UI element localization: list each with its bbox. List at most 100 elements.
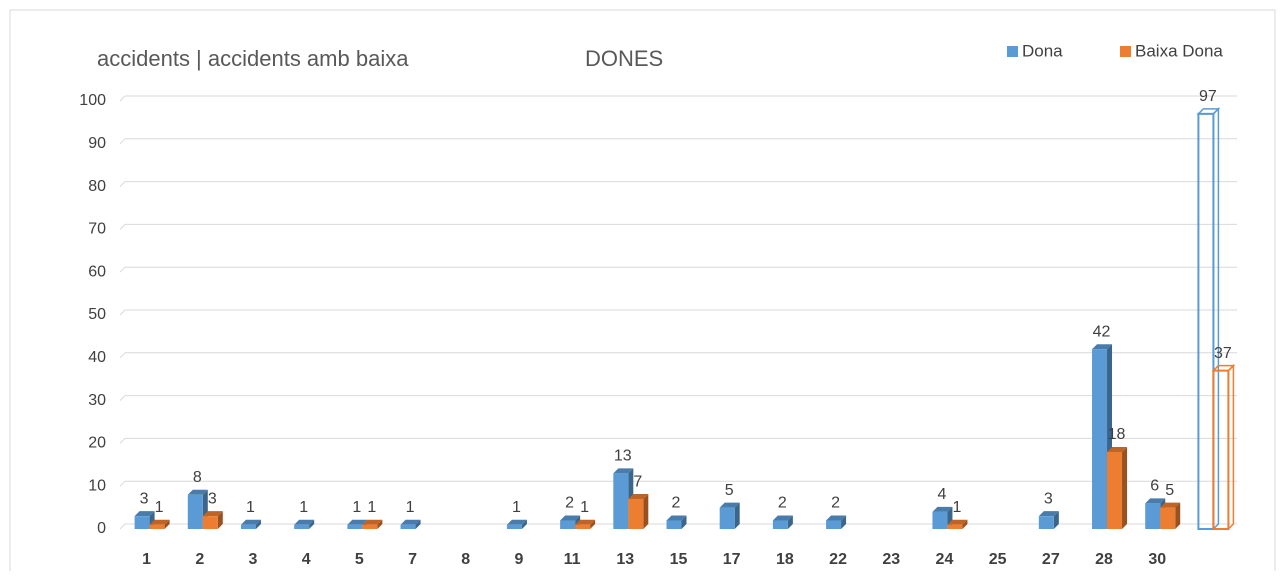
bar-top [772,515,793,521]
data-label: 3 [1044,490,1053,507]
bar-top [560,515,581,521]
bar [149,524,165,529]
bar-side [415,519,421,529]
bar [719,507,735,529]
bar-top [932,506,953,512]
data-label: 97 [1199,88,1217,105]
bar-side [1053,511,1059,529]
x-tick-label: 13 [616,551,634,568]
x-tick-label: 28 [1095,551,1113,568]
bar-side [841,515,847,529]
bar-top [575,519,596,525]
bar [240,524,256,529]
bar-top [202,511,223,517]
bar [400,524,416,529]
bar-side [1227,363,1235,531]
data-label: 1 [512,499,521,516]
bar-side [1175,502,1181,529]
bar-side [787,515,793,529]
bar [362,524,378,529]
bar [1107,451,1123,529]
bar-side [962,519,968,529]
data-label: 5 [725,482,734,499]
data-label: 1 [406,499,415,516]
data-label: 8 [193,469,202,486]
bar [628,499,644,529]
chart-frame [9,9,1276,576]
bar [134,516,150,529]
y-tick-label: 0 [97,520,106,537]
bar-top [613,468,634,474]
grid-line [119,523,126,530]
y-tick-label: 10 [88,477,106,494]
data-label: 1 [246,499,255,516]
grid-line [119,395,126,401]
bar-top [187,489,208,495]
bar-side [643,494,649,529]
y-tick-label: 100 [79,92,106,109]
x-tick-label: 11 [564,551,581,568]
y-tick-label: 60 [88,263,106,280]
bar-side [1122,446,1128,529]
bar [1145,503,1161,529]
bar [294,524,310,529]
data-label: 4 [937,486,946,503]
x-tick-label: 4 [302,551,311,568]
bar [772,520,788,529]
y-tick-label: 30 [88,392,106,409]
y-tick-label: 20 [88,435,106,452]
bar-side [164,519,170,529]
bar-top [134,511,155,517]
chart-title: accidents | accidents amb baixa [97,46,409,71]
y-tick-label: 40 [88,349,106,366]
bar-side [309,519,315,529]
bar-top [719,502,740,508]
legend-swatch [1007,46,1018,57]
data-label: 2 [831,495,840,512]
bar-top [628,494,649,500]
bar [1160,507,1176,529]
bar-top [347,519,368,525]
x-tick-label: 3 [249,551,258,568]
bar-top [826,515,847,521]
bar-top [666,515,687,521]
bar-top [294,519,315,525]
data-label: 13 [614,448,632,465]
bar-top [506,519,527,525]
grid-line [119,224,126,230]
bar [560,520,576,529]
grid-line [119,181,126,187]
bar-top [947,519,968,525]
grid-line [119,95,126,102]
grid-line [119,309,126,316]
x-tick-label: 25 [989,551,1007,568]
bar-side [217,511,223,529]
data-label: 5 [1165,482,1174,499]
data-label: 1 [367,499,376,516]
bar [1092,349,1108,529]
bar-top [1160,502,1181,508]
grid-line [119,352,126,359]
bar-top [400,519,421,525]
x-tick-label: 15 [670,551,688,568]
x-tick-label: 9 [514,551,523,568]
bar [506,524,522,529]
bar-side [590,519,596,529]
bar-top [149,519,170,525]
bar [575,524,591,529]
legend-swatch [1120,46,1131,57]
bar [666,520,682,529]
data-label: 2 [565,495,574,512]
bar-top [1107,446,1128,452]
data-label: 6 [1150,478,1159,495]
x-tick-label: 8 [461,551,470,568]
x-tick-label: 5 [355,551,364,568]
bar [1212,369,1230,531]
y-tick-label: 80 [88,178,106,195]
data-label: 7 [633,473,642,490]
bar [1197,112,1215,530]
bar-side [681,515,687,529]
bar-top [240,519,261,525]
bar-top [1145,498,1166,504]
